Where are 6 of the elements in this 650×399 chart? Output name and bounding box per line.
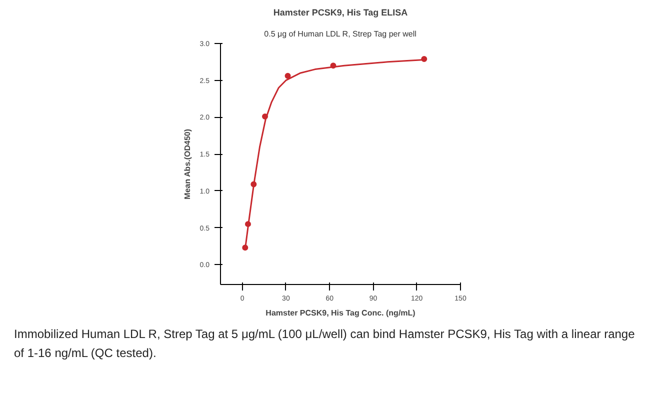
x-axis-title: Hamster PCSK9, His Tag Conc. (ng/mL) <box>266 308 416 318</box>
y-axis-title: Mean Abs.(OD450) <box>182 128 192 200</box>
chart-subtitle: 0.5 μg of Human LDL R, Strep Tag per well <box>264 30 417 38</box>
chart-title: Hamster PCSK9, His Tag ELISA <box>273 8 408 18</box>
text: Immobilized Human LDL R, Strep Tag at 5 μg/mL (100 μL/well) can bind Hamster PCSK9, His Tag with a linear range of 1-16 ng/mL (QC tested). <box>14 326 636 362</box>
point <box>284 72 291 79</box>
